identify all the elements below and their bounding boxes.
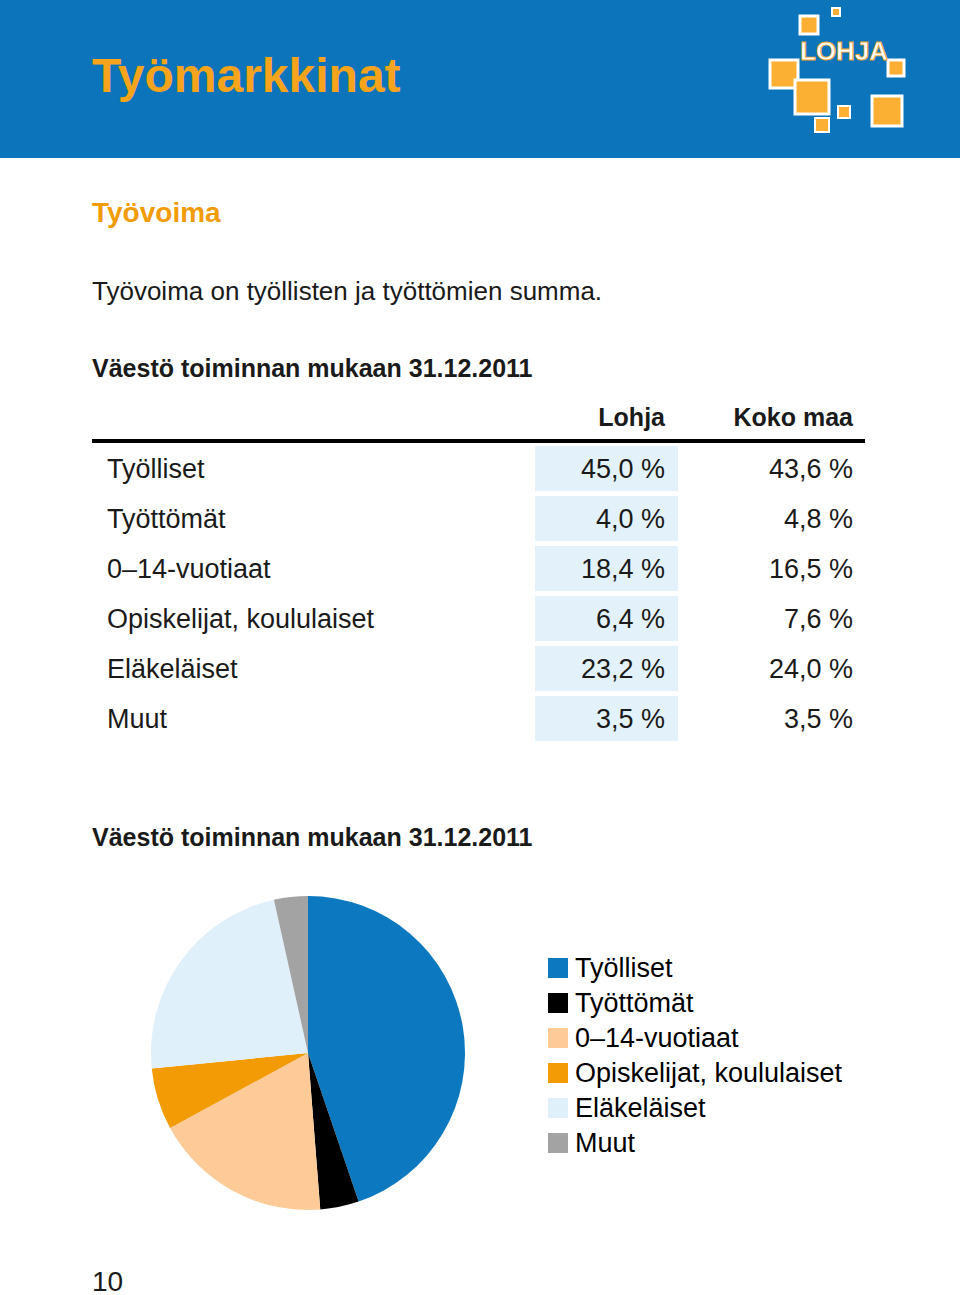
svg-text:4,0 %: 4,0 %: [596, 504, 665, 534]
svg-text:23,2 %: 23,2 %: [581, 654, 665, 684]
svg-text:16,5 %: 16,5 %: [769, 554, 853, 584]
svg-text:Työlliset: Työlliset: [107, 454, 205, 484]
svg-text:Työvoima on työllisten ja työt: Työvoima on työllisten ja työttömien sum…: [92, 276, 602, 306]
svg-text:Muut: Muut: [575, 1128, 636, 1158]
svg-text:Työmarkkinat: Työmarkkinat: [92, 49, 401, 102]
svg-text:6,4 %: 6,4 %: [596, 604, 665, 634]
svg-text:Väestö toiminnan mukaan 31.12.: Väestö toiminnan mukaan 31.12.2011: [92, 354, 533, 382]
svg-text:4,8 %: 4,8 %: [784, 504, 853, 534]
svg-text:45,0 %: 45,0 %: [581, 454, 665, 484]
svg-text:Lohja: Lohja: [598, 403, 666, 431]
svg-text:LOHJA: LOHJA: [800, 36, 888, 66]
svg-text:3,5 %: 3,5 %: [596, 704, 665, 734]
svg-text:Työlliset: Työlliset: [575, 953, 673, 983]
svg-text:Eläkeläiset: Eläkeläiset: [575, 1093, 706, 1123]
svg-text:Työttömät: Työttömät: [107, 504, 226, 534]
svg-text:Koko maa: Koko maa: [734, 403, 855, 431]
svg-text:0–14-vuotiaat: 0–14-vuotiaat: [107, 554, 271, 584]
svg-text:Työvoima: Työvoima: [92, 197, 221, 228]
svg-text:24,0 %: 24,0 %: [769, 654, 853, 684]
svg-text:7,6 %: 7,6 %: [784, 604, 853, 634]
svg-text:0–14-vuotiaat: 0–14-vuotiaat: [575, 1023, 739, 1053]
svg-text:43,6 %: 43,6 %: [769, 454, 853, 484]
svg-text:Työttömät: Työttömät: [575, 988, 694, 1018]
svg-text:Muut: Muut: [107, 704, 168, 734]
svg-text:Eläkeläiset: Eläkeläiset: [107, 654, 238, 684]
svg-text:3,5 %: 3,5 %: [784, 704, 853, 734]
svg-text:Opiskelijat, koululaiset: Opiskelijat, koululaiset: [575, 1058, 843, 1088]
svg-text:Opiskelijat, koululaiset: Opiskelijat, koululaiset: [107, 604, 375, 634]
svg-text:Väestö toiminnan mukaan 31.12.: Väestö toiminnan mukaan 31.12.2011: [92, 823, 533, 851]
svg-text:10: 10: [92, 1266, 123, 1295]
svg-text:18,4 %: 18,4 %: [581, 554, 665, 584]
